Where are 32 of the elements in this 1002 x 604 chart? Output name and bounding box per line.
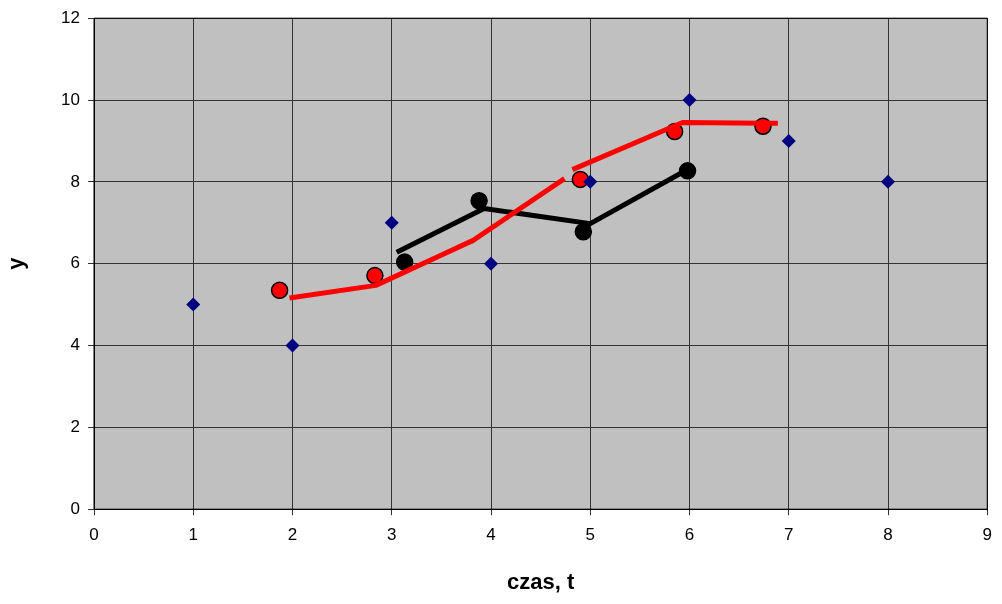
point xyxy=(881,174,896,189)
x-tick-label: 6 xyxy=(684,525,695,545)
point xyxy=(583,174,598,189)
point xyxy=(574,223,593,241)
y-tick-label: 4 xyxy=(70,335,80,355)
y-axis-title: y xyxy=(3,256,29,270)
point xyxy=(270,281,289,300)
point xyxy=(484,256,499,271)
point xyxy=(470,191,488,210)
y-tick-label: 8 xyxy=(70,171,80,191)
x-tick-label: 3 xyxy=(387,525,397,545)
y-tick-label: 6 xyxy=(70,253,80,273)
y-tick-label: 2 xyxy=(70,417,80,437)
x-tick-label: 0 xyxy=(89,525,99,545)
y-tick-label: 0 xyxy=(70,498,80,518)
point xyxy=(395,253,414,271)
y-tick-label: 10 xyxy=(61,89,80,109)
x-tick-label: 7 xyxy=(784,525,794,545)
x-axis-title: czas, t xyxy=(507,568,575,594)
point xyxy=(384,215,399,230)
x-tick-label: 4 xyxy=(486,525,496,545)
point xyxy=(682,93,697,108)
point xyxy=(781,133,796,148)
x-tick-label: 5 xyxy=(585,525,595,545)
point xyxy=(186,297,201,312)
x-tick-label: 1 xyxy=(188,525,198,545)
x-tick-label: 2 xyxy=(287,525,298,545)
x-tick-label: 9 xyxy=(982,525,993,545)
x-tick-label: 8 xyxy=(883,525,893,545)
y-tick-label: 12 xyxy=(61,7,80,27)
point xyxy=(366,266,384,285)
point xyxy=(285,338,300,353)
